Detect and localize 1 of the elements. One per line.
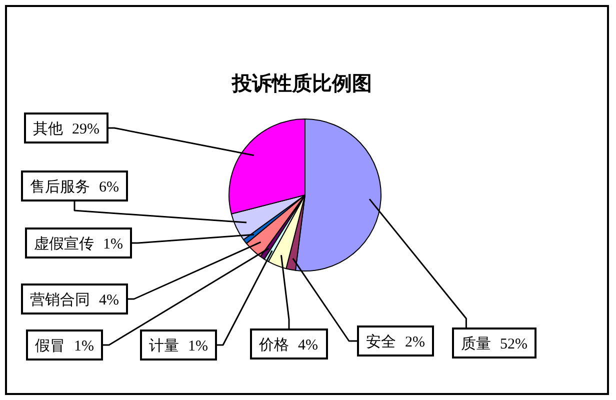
title: 投诉性质比例图 [232,73,372,95]
